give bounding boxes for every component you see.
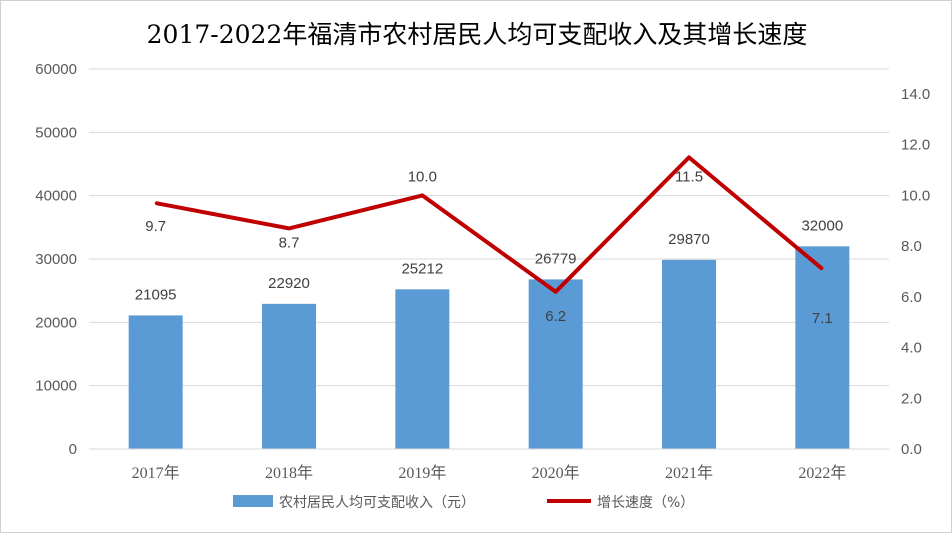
- line-point: [688, 156, 690, 159]
- line-point: [554, 290, 557, 293]
- bar: [528, 279, 583, 449]
- y-right-tick-label: 12.0: [901, 137, 930, 154]
- line-point: [421, 194, 424, 197]
- line-point: [821, 267, 824, 270]
- x-tick-label: 2022年: [798, 464, 846, 482]
- bar: [795, 246, 850, 449]
- x-tick-label: 2020年: [532, 464, 580, 482]
- line-point: [288, 227, 290, 230]
- y-left-tick-label: 50000: [35, 124, 77, 141]
- y-left-tick-label: 30000: [35, 251, 77, 268]
- y-right-tick-label: 10.0: [901, 187, 930, 204]
- line-data-label: 6.2: [545, 308, 566, 325]
- y-right-tick-label: 4.0: [901, 340, 922, 357]
- y-right-tick-label: 2.0: [901, 390, 922, 407]
- bar-data-label: 25212: [401, 260, 443, 277]
- y-right-tick-label: 8.0: [901, 238, 922, 255]
- x-tick-label: 2017年: [132, 464, 180, 482]
- y-right-tick-label: 0.0: [901, 441, 922, 458]
- y-left-tick-label: 20000: [35, 314, 77, 331]
- chart-title: 2017-2022年福清市农村居民人均可支配收入及其增长速度: [146, 20, 808, 49]
- legend-bar-swatch: [233, 495, 273, 507]
- y-left-tick-label: 60000: [35, 61, 77, 78]
- legend-line-label: 增长速度（%）: [597, 495, 694, 511]
- line-data-label: 11.5: [675, 168, 703, 185]
- line-data-label: 9.7: [145, 218, 166, 235]
- x-tick-label: 2021年: [665, 464, 713, 482]
- growth-line: [155, 155, 824, 294]
- bar-data-label: 32000: [801, 217, 843, 234]
- legend-bar-label: 农村居民人均可支配收入（元）: [279, 495, 475, 511]
- bar: [262, 303, 316, 449]
- bar-data-label: 26779: [535, 250, 577, 267]
- y-right-tick-label: 6.0: [901, 289, 922, 306]
- line-data-label: 8.7: [279, 234, 300, 251]
- bar-data-label: 29870: [668, 231, 710, 248]
- bar: [662, 259, 716, 449]
- y-left-tick-label: 10000: [35, 378, 77, 395]
- y-left-tick-label: 40000: [35, 188, 77, 205]
- line-data-label: 10.0: [408, 168, 437, 185]
- bar: [395, 289, 450, 449]
- x-tick-label: 2018年: [265, 464, 313, 482]
- bar-data-label: 21095: [135, 286, 177, 303]
- line-data-label: 7.1: [812, 310, 833, 327]
- y-right-tick-label: 14.0: [901, 86, 930, 103]
- line-point: [154, 202, 157, 205]
- bar-data-label: 22920: [268, 275, 310, 292]
- x-tick-label: 2019年: [398, 464, 446, 482]
- bar: [128, 315, 183, 449]
- y-left-tick-label: 0: [69, 441, 77, 458]
